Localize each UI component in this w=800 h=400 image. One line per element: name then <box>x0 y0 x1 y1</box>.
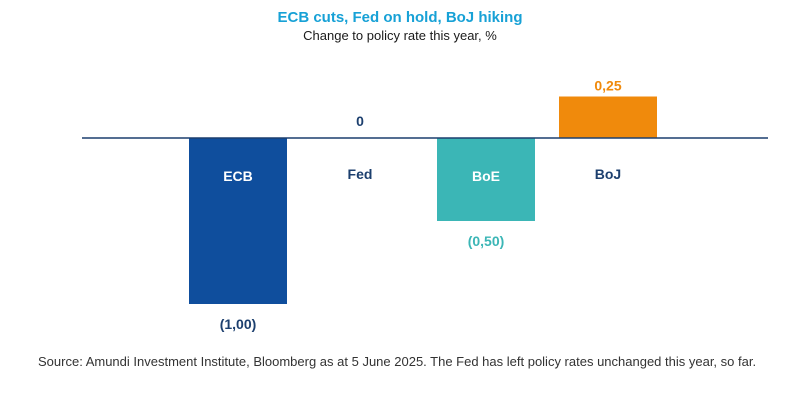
category-label-boj: BoJ <box>595 166 621 182</box>
value-label-boe: (0,50) <box>468 233 505 249</box>
value-label-fed: 0 <box>356 113 364 129</box>
chart-title: ECB cuts, Fed on hold, BoJ hiking <box>277 9 523 26</box>
value-label-boj: 0,25 <box>594 78 621 94</box>
chart-subtitle: Change to policy rate this year, % <box>303 28 497 43</box>
bar-ecb <box>189 138 287 304</box>
bar-boe <box>437 138 535 221</box>
category-label-boe: BoE <box>472 168 500 184</box>
bar-boj <box>559 96 657 138</box>
category-label-ecb: ECB <box>223 168 253 184</box>
value-label-ecb: (1,00) <box>220 316 257 332</box>
source-note: Source: Amundi Investment Institute, Blo… <box>38 354 757 369</box>
category-label-fed: Fed <box>348 166 373 182</box>
